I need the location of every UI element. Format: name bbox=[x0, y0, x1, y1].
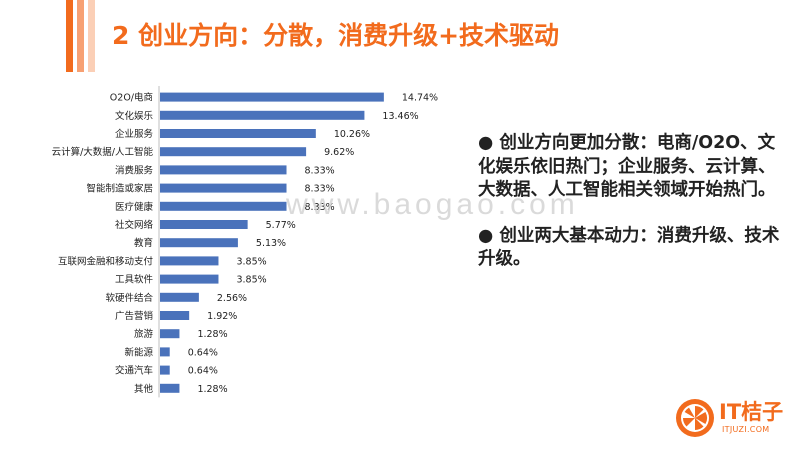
bar bbox=[160, 92, 384, 102]
accent-bar-1 bbox=[66, 0, 73, 72]
value-label: 1.28% bbox=[197, 329, 227, 340]
bar bbox=[160, 110, 365, 120]
bar bbox=[160, 147, 307, 157]
value-label: 8.33% bbox=[305, 165, 335, 176]
title-accent-bars bbox=[66, 0, 96, 72]
bar bbox=[160, 129, 316, 138]
bar bbox=[160, 220, 248, 229]
category-label: 旅游 bbox=[134, 328, 154, 340]
category-label: 软硬件结合 bbox=[105, 292, 153, 304]
accent-bar-3 bbox=[88, 0, 95, 72]
bar bbox=[160, 274, 219, 284]
value-label: 1.92% bbox=[207, 311, 237, 322]
logo-name: IT桔子 bbox=[719, 400, 784, 424]
category-label: 互联网金融和移动支付 bbox=[58, 255, 154, 267]
bar-chart: O2O/电商 14.74% 文化娱乐 13.46% 企业服务 10.26% 云计算/大数据/… bbox=[52, 86, 438, 398]
category-label: 广告营销 bbox=[115, 310, 154, 322]
value-label: 8.33% bbox=[305, 202, 335, 213]
bullet-list: ● 创业方向更加分散：电商/O2O、文化娱乐依旧热门；企业服务、云计算、大数据、… bbox=[478, 132, 783, 294]
value-label: 13.46% bbox=[382, 111, 418, 122]
value-label: 10.26% bbox=[334, 129, 370, 140]
value-label: 3.85% bbox=[236, 256, 266, 267]
value-label: 0.64% bbox=[188, 366, 218, 377]
bullet-item-directions: ● 创业方向更加分散：电商/O2O、文化娱乐依旧热门；企业服务、云计算、大数据、… bbox=[478, 133, 776, 200]
value-label: 2.56% bbox=[217, 293, 247, 304]
category-label: 医疗健康 bbox=[115, 201, 154, 213]
bar bbox=[160, 383, 180, 393]
bar bbox=[160, 311, 190, 320]
bullet-item-drivers: ● 创业两大基本动力：消费升级、技术升级。 bbox=[478, 225, 780, 270]
category-label: 教育 bbox=[134, 237, 153, 249]
category-label: 智能制造或家居 bbox=[86, 183, 153, 195]
category-label: 云计算/大数据/人工智能 bbox=[52, 146, 154, 158]
category-label: 消费服务 bbox=[115, 164, 154, 176]
value-label: 5.77% bbox=[266, 220, 296, 231]
bar bbox=[160, 256, 219, 266]
bar bbox=[160, 183, 287, 193]
category-label: 文化娱乐 bbox=[115, 110, 154, 122]
bar bbox=[160, 165, 287, 175]
orange-slice-icon bbox=[676, 399, 714, 437]
value-label: 1.28% bbox=[197, 384, 227, 395]
category-label: O2O/电商 bbox=[110, 92, 153, 104]
value-label: 9.62% bbox=[324, 147, 354, 158]
bar bbox=[160, 347, 170, 357]
category-label: 新能源 bbox=[124, 346, 153, 358]
bar bbox=[160, 329, 180, 339]
category-label: 交通汽车 bbox=[115, 365, 153, 377]
value-label: 0.64% bbox=[188, 347, 218, 358]
value-label: 5.13% bbox=[256, 238, 286, 249]
value-label: 14.74% bbox=[402, 93, 438, 104]
bar bbox=[160, 201, 287, 211]
category-label: 社交网络 bbox=[115, 219, 154, 231]
itjuzi-logo: IT桔子 ITJUZI.COM bbox=[675, 396, 795, 444]
watermark: www.baogao.com bbox=[286, 188, 579, 221]
slide-title: 2 创业方向：分散，消费升级+技术驱动 bbox=[112, 21, 560, 50]
bar bbox=[160, 292, 199, 302]
accent-bar-2 bbox=[77, 0, 84, 72]
value-label: 8.33% bbox=[305, 184, 335, 195]
value-label: 3.85% bbox=[236, 275, 266, 286]
bar bbox=[160, 365, 170, 375]
category-label: 其他 bbox=[134, 383, 154, 395]
category-label: 工具软件 bbox=[115, 274, 154, 286]
logo-url: ITJUZI.COM bbox=[722, 425, 770, 434]
bar bbox=[160, 238, 238, 248]
category-label: 企业服务 bbox=[115, 128, 154, 140]
